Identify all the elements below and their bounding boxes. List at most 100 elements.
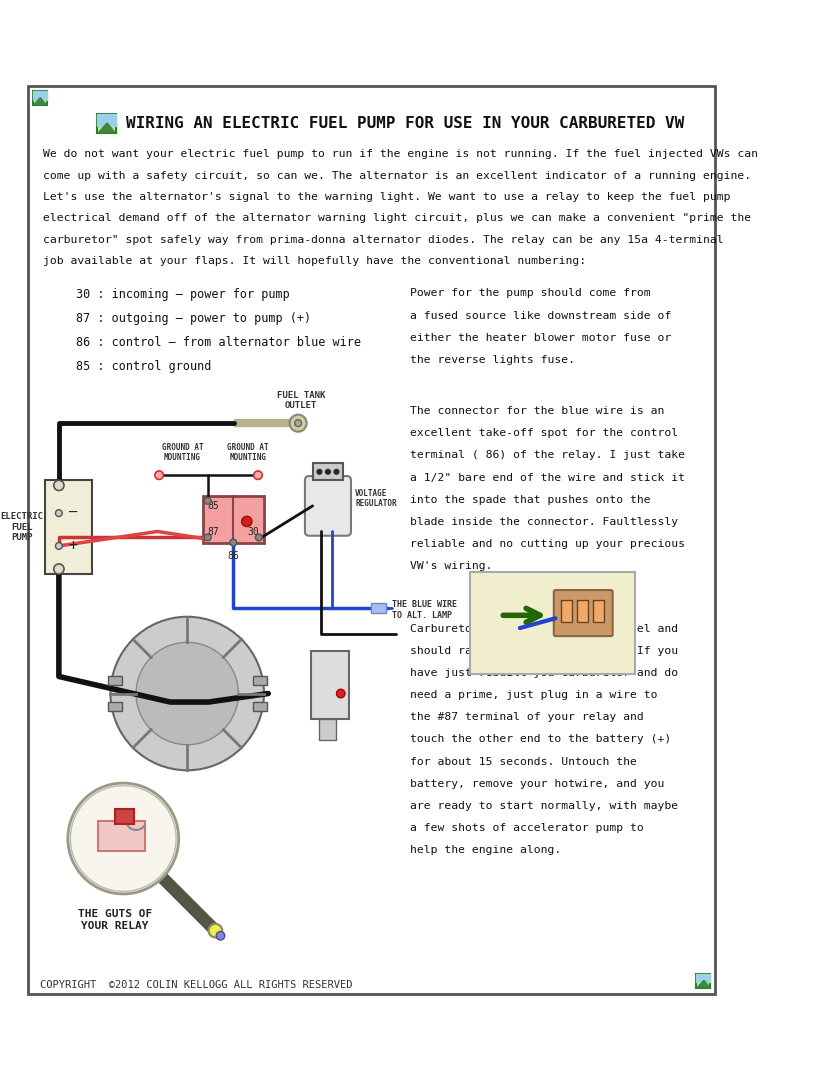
- Text: battery, remove your hotwire, and you: battery, remove your hotwire, and you: [410, 779, 664, 788]
- Text: GROUND AT
MOUNTING: GROUND AT MOUNTING: [162, 443, 203, 462]
- Text: touch the other end to the battery (+): touch the other end to the battery (+): [410, 734, 671, 744]
- Circle shape: [216, 931, 224, 940]
- Text: ELECTRIC
FUEL
PUMP: ELECTRIC FUEL PUMP: [0, 512, 43, 542]
- Text: +: +: [68, 539, 77, 553]
- Text: blade inside the connector. Faultlessly: blade inside the connector. Faultlessly: [410, 517, 678, 527]
- Text: are ready to start normally, with maybe: are ready to start normally, with maybe: [410, 801, 678, 811]
- Circle shape: [136, 643, 238, 745]
- Text: the #87 terminal of your relay and: the #87 terminal of your relay and: [410, 713, 644, 723]
- Text: the reverse lights fuse.: the reverse lights fuse.: [410, 355, 575, 365]
- Polygon shape: [99, 123, 114, 132]
- Text: for about 15 seconds. Untouch the: for about 15 seconds. Untouch the: [410, 757, 637, 767]
- Text: 87 : outgoing – power to pump (+): 87 : outgoing – power to pump (+): [76, 312, 312, 325]
- Circle shape: [254, 471, 262, 480]
- Text: have just rebuilt you carburetor and do: have just rebuilt you carburetor and do: [410, 667, 678, 678]
- FancyBboxPatch shape: [97, 114, 116, 133]
- Circle shape: [205, 534, 211, 541]
- Circle shape: [55, 542, 62, 550]
- Text: Carburetors have bowls full of fuel and: Carburetors have bowls full of fuel and: [410, 623, 678, 634]
- FancyBboxPatch shape: [98, 822, 145, 851]
- FancyBboxPatch shape: [305, 476, 351, 536]
- Text: Power for the pump should come from: Power for the pump should come from: [410, 288, 650, 298]
- Text: should rarely ever need a prime. If you: should rarely ever need a prime. If you: [410, 646, 678, 656]
- FancyBboxPatch shape: [469, 572, 635, 674]
- Text: The connector for the blue wire is an: The connector for the blue wire is an: [410, 406, 664, 416]
- Circle shape: [71, 785, 176, 891]
- Text: Let's use the alternator's signal to the warning light. We want to use a relay t: Let's use the alternator's signal to the…: [43, 192, 731, 202]
- Circle shape: [295, 420, 302, 427]
- Text: 85: 85: [208, 501, 219, 511]
- Text: THE GUTS OF
YOUR RELAY: THE GUTS OF YOUR RELAY: [77, 909, 152, 931]
- Text: carburetor" spot safely way from prima-donna alternator diodes. The relay can be: carburetor" spot safely way from prima-d…: [43, 234, 723, 245]
- Text: FUEL TANK
OUTLET: FUEL TANK OUTLET: [277, 391, 326, 410]
- Circle shape: [336, 689, 345, 698]
- Polygon shape: [97, 114, 116, 125]
- FancyBboxPatch shape: [115, 809, 133, 824]
- Circle shape: [53, 481, 64, 490]
- Polygon shape: [35, 97, 46, 105]
- Text: THE BLUE WIRE
TO ALT. LAMP: THE BLUE WIRE TO ALT. LAMP: [392, 600, 457, 620]
- FancyBboxPatch shape: [320, 719, 336, 741]
- Text: We do not want your electric fuel pump to run if the engine is not running. If t: We do not want your electric fuel pump t…: [43, 149, 758, 160]
- Bar: [561, 600, 572, 622]
- Circle shape: [242, 516, 252, 527]
- Circle shape: [326, 469, 330, 474]
- Circle shape: [334, 469, 339, 474]
- Text: into the spade that pushes onto the: into the spade that pushes onto the: [410, 495, 650, 504]
- Text: 87: 87: [208, 527, 219, 538]
- Circle shape: [53, 564, 64, 575]
- Text: need a prime, just plug in a wire to: need a prime, just plug in a wire to: [410, 690, 658, 700]
- FancyBboxPatch shape: [696, 974, 710, 988]
- Text: 85: 85: [99, 842, 109, 851]
- Text: 86 : control – from alternator blue wire: 86 : control – from alternator blue wire: [76, 336, 362, 349]
- FancyBboxPatch shape: [33, 92, 47, 105]
- Text: 86: 86: [130, 842, 140, 851]
- Text: terminal ( 86) of the relay. I just take: terminal ( 86) of the relay. I just take: [410, 450, 685, 460]
- FancyBboxPatch shape: [28, 86, 715, 994]
- Text: a fused source like downstream side of: a fused source like downstream side of: [410, 311, 671, 321]
- Text: GROUND AT
MOUNTING: GROUND AT MOUNTING: [227, 443, 269, 462]
- Text: job available at your flaps. It will hopefully have the conventional numbering:: job available at your flaps. It will hop…: [43, 256, 586, 266]
- Circle shape: [55, 510, 62, 516]
- Bar: [577, 600, 588, 622]
- Text: 86: 86: [228, 551, 239, 562]
- Text: a few shots of accelerator pump to: a few shots of accelerator pump to: [410, 823, 644, 833]
- Text: help the engine along.: help the engine along.: [410, 846, 561, 855]
- Text: 30: 30: [247, 527, 259, 538]
- Text: VOLTAGE
REGULATOR: VOLTAGE REGULATOR: [355, 489, 397, 509]
- Circle shape: [205, 498, 211, 504]
- Circle shape: [230, 539, 237, 546]
- Text: come up with a safety circuit, so can we. The alternator is an excellent indicat: come up with a safety circuit, so can we…: [43, 171, 751, 180]
- Circle shape: [256, 534, 262, 541]
- Text: –: –: [69, 507, 77, 521]
- Bar: [108, 702, 122, 711]
- Bar: [253, 702, 266, 711]
- FancyBboxPatch shape: [371, 603, 386, 613]
- FancyBboxPatch shape: [554, 590, 612, 636]
- Bar: [253, 676, 266, 685]
- Text: electrical demand off of the alternator warning light circuit, plus we can make : electrical demand off of the alternator …: [43, 214, 751, 224]
- Circle shape: [110, 617, 264, 770]
- Text: reliable and no cutting up your precious: reliable and no cutting up your precious: [410, 539, 685, 549]
- Text: either the heater blower motor fuse or: either the heater blower motor fuse or: [410, 333, 671, 342]
- Text: a 1/2" bare end of the wire and stick it: a 1/2" bare end of the wire and stick it: [410, 473, 685, 483]
- Polygon shape: [696, 974, 710, 983]
- Polygon shape: [698, 981, 709, 987]
- FancyBboxPatch shape: [311, 651, 349, 719]
- Bar: [593, 600, 604, 622]
- Text: WIRING AN ELECTRIC FUEL PUMP FOR USE IN YOUR CARBURETED VW: WIRING AN ELECTRIC FUEL PUMP FOR USE IN …: [126, 117, 684, 132]
- Text: 30 : incoming – power for pump: 30 : incoming – power for pump: [76, 288, 290, 301]
- Circle shape: [68, 783, 178, 894]
- FancyBboxPatch shape: [312, 463, 344, 481]
- Text: 85 : control ground: 85 : control ground: [76, 360, 212, 373]
- Circle shape: [209, 923, 222, 937]
- Circle shape: [155, 471, 164, 480]
- Text: COPYRIGHT  ©2012 COLIN KELLOGG ALL RIGHTS RESERVED: COPYRIGHT ©2012 COLIN KELLOGG ALL RIGHTS…: [39, 981, 352, 990]
- Circle shape: [289, 415, 307, 432]
- Polygon shape: [33, 92, 47, 99]
- Circle shape: [316, 469, 322, 474]
- Text: excellent take-off spot for the control: excellent take-off spot for the control: [410, 429, 678, 438]
- FancyBboxPatch shape: [45, 481, 92, 575]
- FancyBboxPatch shape: [202, 496, 264, 542]
- Bar: [108, 676, 122, 685]
